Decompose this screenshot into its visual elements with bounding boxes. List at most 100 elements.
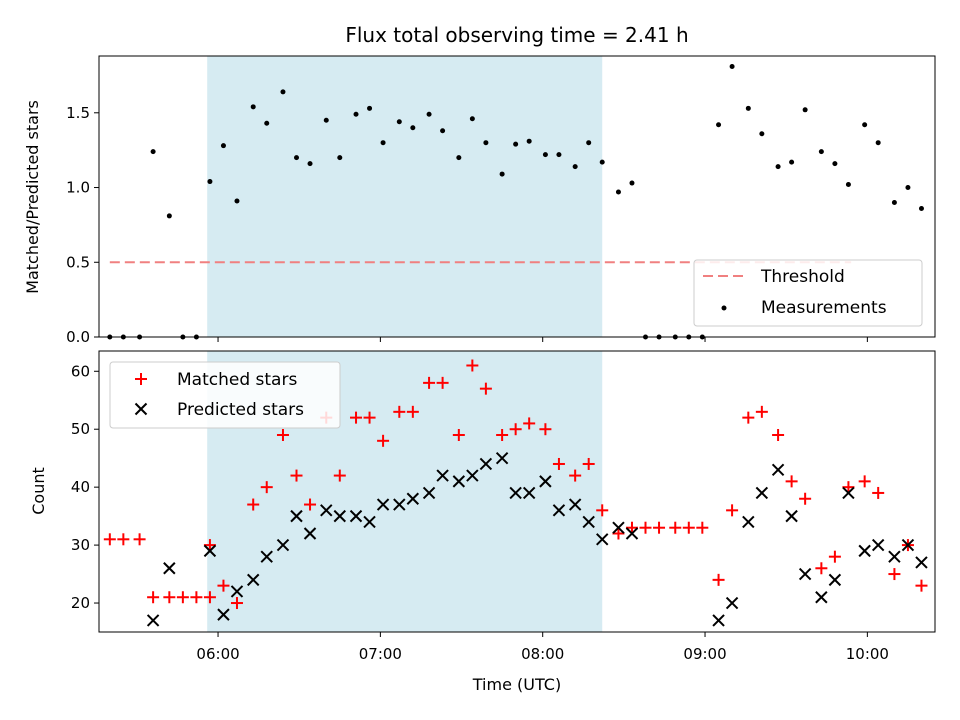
predicted-star-point-b <box>815 591 828 604</box>
matched-star-point <box>393 405 406 418</box>
predicted-star-point-b <box>146 614 160 627</box>
predicted-star-point-b <box>363 515 376 529</box>
count-panel: 20 30 40 50 60 06:00 07:00 08:00 09:00 10:00 Cou… <box>29 350 936 694</box>
matched-star-point <box>755 405 768 418</box>
predicted-star-point-b <box>901 538 915 552</box>
predicted-star-point-b <box>871 538 885 552</box>
count-y-ticks: 20 30 40 50 60 <box>71 362 99 612</box>
predicted-star-point <box>466 469 479 482</box>
predicted-star-point-b <box>712 614 725 627</box>
predicted-star-point-b <box>247 573 260 587</box>
matched-star-point <box>350 411 363 424</box>
measurement-point <box>615 189 621 195</box>
matched-star-point <box>726 504 739 517</box>
measurement-point <box>456 155 462 161</box>
y-tick-label: 0.5 <box>66 253 90 271</box>
matched-star-point <box>406 405 419 418</box>
measurement-point <box>729 63 735 69</box>
measurement-point <box>353 111 359 117</box>
matched-star-point <box>712 573 725 586</box>
matched-legend-marker <box>135 373 147 385</box>
measurement-point <box>526 138 532 144</box>
predicted-star-point <box>842 486 855 500</box>
ratio-y-ticks: 0.0 0.5 1.0 1.5 <box>66 104 99 346</box>
predicted-star-point-b <box>915 556 928 569</box>
matched-star-point <box>569 469 582 482</box>
y-tick-label: 1.0 <box>66 179 90 197</box>
predicted-star-point-b <box>436 469 449 482</box>
measurement-point <box>629 180 635 186</box>
predicted-star-point <box>203 544 217 558</box>
ratio-x-ticks <box>217 337 868 342</box>
matched-star-point <box>682 521 695 534</box>
matched-star-point <box>799 492 812 505</box>
predicted-star-point <box>522 486 536 500</box>
matched-star-point <box>103 533 116 546</box>
predicted-star-point-b <box>333 509 346 523</box>
matched-star-point <box>247 498 260 511</box>
measurement-point <box>426 111 432 117</box>
measurement-point <box>166 213 172 219</box>
measurement-point <box>150 149 156 155</box>
measurement-point <box>234 198 240 204</box>
ratio-y-axis-label: Matched/Predicted stars <box>23 100 42 294</box>
predicted-star-point <box>479 457 493 471</box>
predicted-star-point <box>452 475 466 488</box>
matched-star-point <box>696 521 709 534</box>
matched-star-point <box>596 504 609 517</box>
matched-star-point <box>276 429 289 442</box>
predicted-star-point <box>858 544 871 558</box>
y-tick-label: 50 <box>71 420 90 438</box>
predicted-star-point <box>582 515 595 529</box>
matched-star-point <box>858 475 871 488</box>
matched-star-point <box>260 481 273 494</box>
x-tick-label: 07:00 <box>359 645 402 663</box>
predicted-star-point-b <box>625 527 639 540</box>
y-tick-label: 40 <box>71 478 90 496</box>
predicted-star-point <box>436 469 449 482</box>
matched-star-point <box>377 434 390 447</box>
measurement-point <box>499 171 505 177</box>
predicted-star-point-b <box>888 550 901 563</box>
measurement-point <box>307 161 313 167</box>
matched-star-point <box>466 359 479 372</box>
measurement-points <box>107 63 924 340</box>
measurement-point <box>802 107 808 113</box>
predicted-star-point-b <box>509 486 522 500</box>
measurement-point <box>745 105 751 111</box>
matched-star-point <box>436 376 449 389</box>
measurement-point <box>818 149 824 155</box>
predicted-star-point <box>247 573 260 587</box>
measurement-point <box>323 117 329 123</box>
predicted-star-point-b <box>582 515 595 529</box>
predicted-star-point-b <box>290 509 303 523</box>
measurement-point <box>586 140 592 146</box>
predicted-legend-swatch <box>134 402 148 416</box>
matched-star-point <box>363 411 376 424</box>
measurement-point <box>775 164 781 170</box>
x-axis-label: Time (UTC) <box>472 675 561 694</box>
predicted-star-point <box>815 591 828 604</box>
measurement-point <box>716 122 722 128</box>
matched-star-point <box>653 521 666 534</box>
matched-star-point <box>915 579 928 592</box>
measurement-point <box>250 104 256 110</box>
ratio-legend-box <box>693 259 923 327</box>
predicted-star-point <box>596 533 609 546</box>
predicted-star-point-b <box>422 486 436 500</box>
chart-title: Flux total observing time = 2.41 h <box>345 23 688 47</box>
predicted-star-point <box>712 614 725 627</box>
predicted-star-point <box>612 521 625 534</box>
predicted-star-point-b <box>230 585 244 598</box>
matched-star-point <box>842 481 855 494</box>
predicted-star-point-b <box>479 457 493 471</box>
predicted-star-point <box>755 486 769 500</box>
count-points <box>103 359 928 627</box>
measurement-point <box>207 179 213 185</box>
matched-star-point <box>117 533 130 546</box>
x-tick-label: 06:00 <box>196 645 239 663</box>
matched-star-point <box>190 591 203 604</box>
predicted-star-point <box>568 498 582 511</box>
predicted-star-point-b <box>539 475 552 488</box>
measurement-point <box>789 159 795 165</box>
